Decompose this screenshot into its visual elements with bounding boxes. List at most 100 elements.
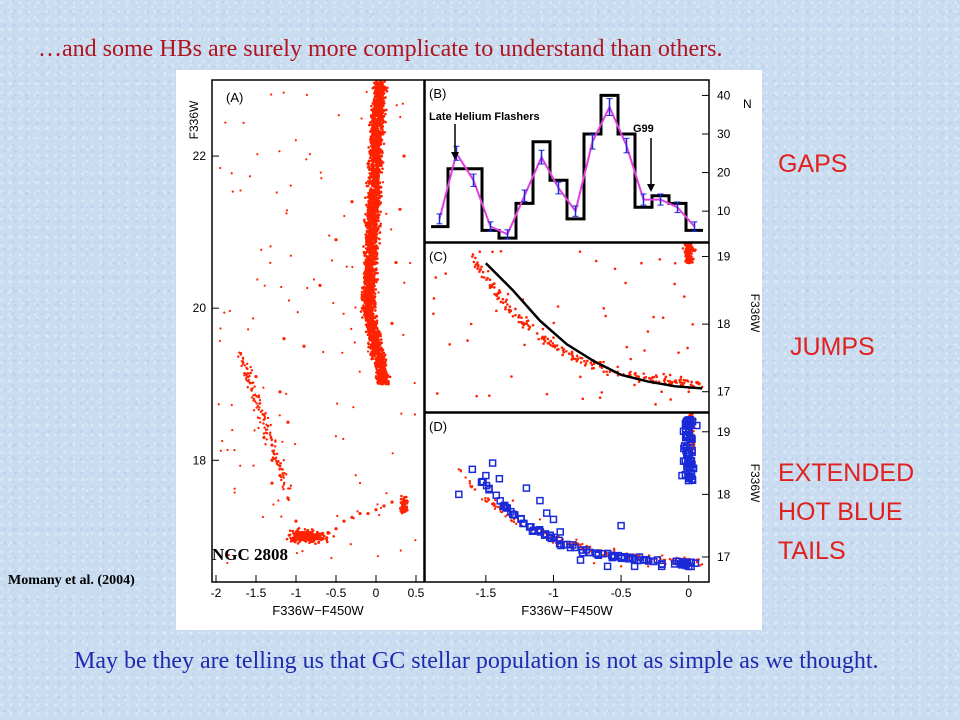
cmd-point <box>634 371 637 375</box>
cmd-point <box>679 378 683 381</box>
cmd-point <box>578 250 582 253</box>
figure: (A) -2 -1.5 -1 -0.5 0 0.5 18 20 22 F336W F336W−F450… <box>176 70 762 630</box>
cmd-point <box>374 232 377 236</box>
cmd-point <box>374 142 378 145</box>
cmd-point <box>282 337 286 341</box>
blue-star-marker <box>566 543 575 552</box>
cmd-point <box>498 289 501 292</box>
cmd-point <box>528 325 532 329</box>
cmd-point <box>384 359 387 363</box>
cmd-point <box>395 104 398 107</box>
cmd-point <box>249 371 253 375</box>
cmd-point <box>289 254 292 257</box>
cmd-point <box>668 380 672 383</box>
cmd-point <box>487 394 491 397</box>
cmd-point <box>375 145 378 149</box>
cmd-point <box>262 435 266 440</box>
cmd-point <box>490 284 493 288</box>
cmd-point <box>366 283 370 287</box>
cmd-point <box>305 93 309 96</box>
cmd-point <box>374 163 378 167</box>
cmd-point <box>681 247 685 250</box>
cmd-point <box>341 351 344 354</box>
cmd-point <box>371 167 375 170</box>
cmd-point <box>375 347 378 351</box>
cmd-point <box>374 132 378 136</box>
cmd-point <box>432 312 435 316</box>
cmd-point <box>365 240 369 244</box>
cmd-point <box>379 222 383 226</box>
cmd-point <box>375 368 379 372</box>
cmd-point <box>576 357 580 360</box>
blue-star-marker <box>578 546 586 554</box>
cmd-point <box>662 379 666 383</box>
cmd-point <box>373 122 377 126</box>
cmd-point <box>379 143 383 146</box>
cmd-point <box>382 357 385 361</box>
cmd-point <box>366 333 370 337</box>
cmd-point <box>304 540 308 543</box>
blue-star-marker <box>634 556 642 565</box>
cmd-point <box>275 452 279 456</box>
blue-star-marker <box>478 477 487 486</box>
annotation-late-helium-flashers: Late Helium Flashers <box>429 111 540 123</box>
blue-star-marker <box>468 465 477 474</box>
cmd-point <box>310 530 314 534</box>
cmd-point <box>283 481 286 484</box>
cmd-point <box>468 480 471 483</box>
cmd-point <box>281 472 284 475</box>
cmd-point <box>365 90 368 94</box>
cmd-point <box>238 351 241 354</box>
cmd-point <box>308 535 311 538</box>
blue-star-marker <box>685 449 693 458</box>
cmd-point <box>700 563 704 566</box>
cmd-point <box>363 261 366 264</box>
cmd-point <box>509 519 513 522</box>
cmd-point <box>635 374 638 378</box>
cmd-point <box>521 326 525 329</box>
cmd-point <box>282 91 285 94</box>
cmd-point <box>686 346 689 350</box>
cmd-point <box>371 299 375 302</box>
cmd-point <box>379 124 383 127</box>
cmd-point <box>472 260 476 264</box>
cmd-point <box>401 102 404 105</box>
panel-a-xlabel: F336W−F450W <box>272 603 364 618</box>
cmd-point <box>466 339 469 342</box>
cmd-point <box>255 402 258 405</box>
cmd-point <box>377 156 380 160</box>
cmd-point <box>377 368 381 372</box>
cmd-point <box>481 270 485 274</box>
cmd-point <box>367 164 370 168</box>
cmd-point <box>362 295 366 299</box>
panel-d-frame <box>424 412 710 583</box>
cmd-point <box>370 208 374 212</box>
cmd-point <box>370 286 374 290</box>
cmd-point <box>668 373 672 377</box>
cmd-point <box>367 311 371 314</box>
cmd-point <box>372 129 375 132</box>
blue-star-marker <box>482 471 490 480</box>
cmd-point <box>374 151 377 155</box>
cmd-point <box>376 213 380 216</box>
cmd-point <box>272 503 275 506</box>
panel-d-xlabel: F336W−F450W <box>521 603 613 618</box>
cmd-point <box>366 318 370 321</box>
cmd-point <box>692 430 695 433</box>
cmd-point <box>376 215 380 218</box>
cmd-point <box>367 342 371 346</box>
cmd-point <box>602 360 605 364</box>
cmd-point <box>372 110 376 114</box>
cmd-point <box>286 420 290 424</box>
cmd-point <box>382 363 386 366</box>
cmd-point <box>369 227 373 231</box>
blue-star-marker <box>617 521 625 530</box>
cmd-point <box>300 530 304 534</box>
cmd-point <box>383 80 386 83</box>
blue-star-marker <box>556 528 564 536</box>
cmd-point <box>606 373 609 377</box>
cmd-point <box>366 324 369 327</box>
cmd-point <box>275 191 278 194</box>
cmd-point <box>373 321 377 325</box>
cmd-point <box>476 261 479 264</box>
